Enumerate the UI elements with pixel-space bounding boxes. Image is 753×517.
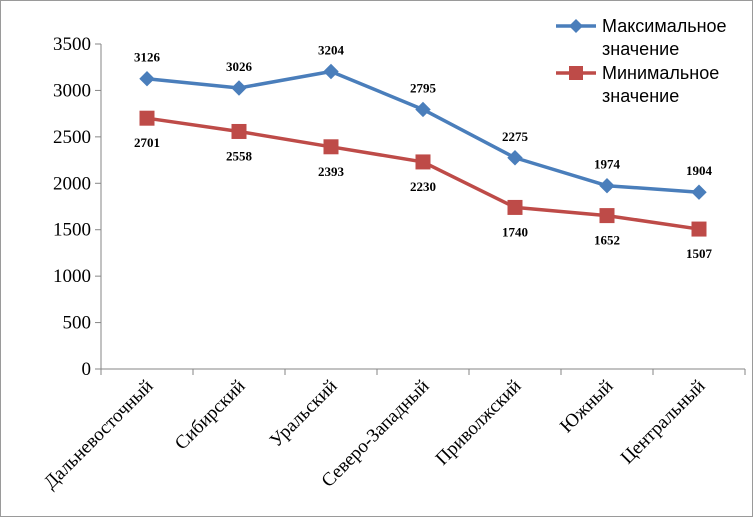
y-tick-label: 0 bbox=[82, 359, 92, 380]
data-point bbox=[323, 63, 339, 80]
y-tick-label: 2000 bbox=[53, 173, 91, 194]
x-category-label: Сибирский bbox=[171, 376, 250, 455]
y-tick-label: 3500 bbox=[53, 34, 91, 55]
data-label: 1507 bbox=[686, 246, 713, 261]
data-point bbox=[415, 101, 431, 118]
legend-label: значение bbox=[602, 86, 679, 106]
y-tick-label: 2500 bbox=[53, 127, 91, 148]
data-label: 2795 bbox=[410, 80, 437, 95]
data-label: 1904 bbox=[686, 163, 713, 178]
x-axis-categories: Дальневосточный Сибирский УральскийСеверо-… bbox=[40, 369, 746, 494]
data-point bbox=[507, 199, 523, 215]
data-point bbox=[691, 184, 707, 200]
data-label: 1974 bbox=[594, 157, 621, 172]
data-point bbox=[231, 80, 247, 96]
y-axis-ticks: 0 500 1000 1500 2000 2500 3000 3500 bbox=[53, 34, 101, 380]
legend-label: Максимальное bbox=[602, 16, 727, 36]
data-point bbox=[691, 221, 707, 237]
data-label: 2701 bbox=[134, 135, 160, 150]
legend-marker bbox=[569, 19, 583, 33]
legend: Максимальное значение Минимальное значение bbox=[556, 16, 727, 106]
data-point bbox=[231, 123, 247, 139]
data-label: 2393 bbox=[318, 164, 345, 179]
data-point bbox=[415, 154, 431, 170]
data-label: 2558 bbox=[226, 148, 253, 163]
data-label: 3026 bbox=[226, 59, 253, 74]
series-line bbox=[146, 116, 700, 231]
data-labels: 3126 3026 3204 2795 2275 1974 1904 2701 2558 2393… bbox=[134, 42, 713, 261]
x-category-label: Дальневосточный bbox=[40, 376, 158, 494]
data-point bbox=[599, 208, 615, 224]
data-point bbox=[507, 150, 523, 166]
legend-label: Минимальное bbox=[602, 63, 719, 83]
data-label: 1652 bbox=[594, 233, 620, 248]
data-point bbox=[323, 139, 339, 155]
y-tick-label: 1000 bbox=[53, 266, 91, 287]
data-label: 2275 bbox=[502, 129, 529, 144]
data-point bbox=[139, 110, 155, 126]
x-category-label: Приволжский bbox=[432, 376, 526, 470]
data-label: 1740 bbox=[502, 224, 528, 239]
y-tick-label: 3000 bbox=[53, 80, 91, 101]
x-category-label: Центральный bbox=[617, 376, 710, 469]
data-label: 3126 bbox=[134, 50, 161, 65]
data-point bbox=[139, 71, 155, 87]
axes bbox=[100, 44, 745, 370]
legend-marker bbox=[569, 66, 583, 80]
data-label: 3204 bbox=[318, 42, 345, 57]
x-category-label: Южный bbox=[556, 376, 618, 438]
data-point bbox=[599, 177, 615, 194]
series-lines bbox=[139, 63, 707, 237]
legend-label: значение bbox=[602, 39, 679, 59]
data-label: 2230 bbox=[410, 179, 436, 194]
x-category-label: Уральский bbox=[266, 376, 342, 452]
y-tick-label: 1500 bbox=[53, 220, 91, 241]
y-tick-label: 500 bbox=[63, 313, 92, 334]
